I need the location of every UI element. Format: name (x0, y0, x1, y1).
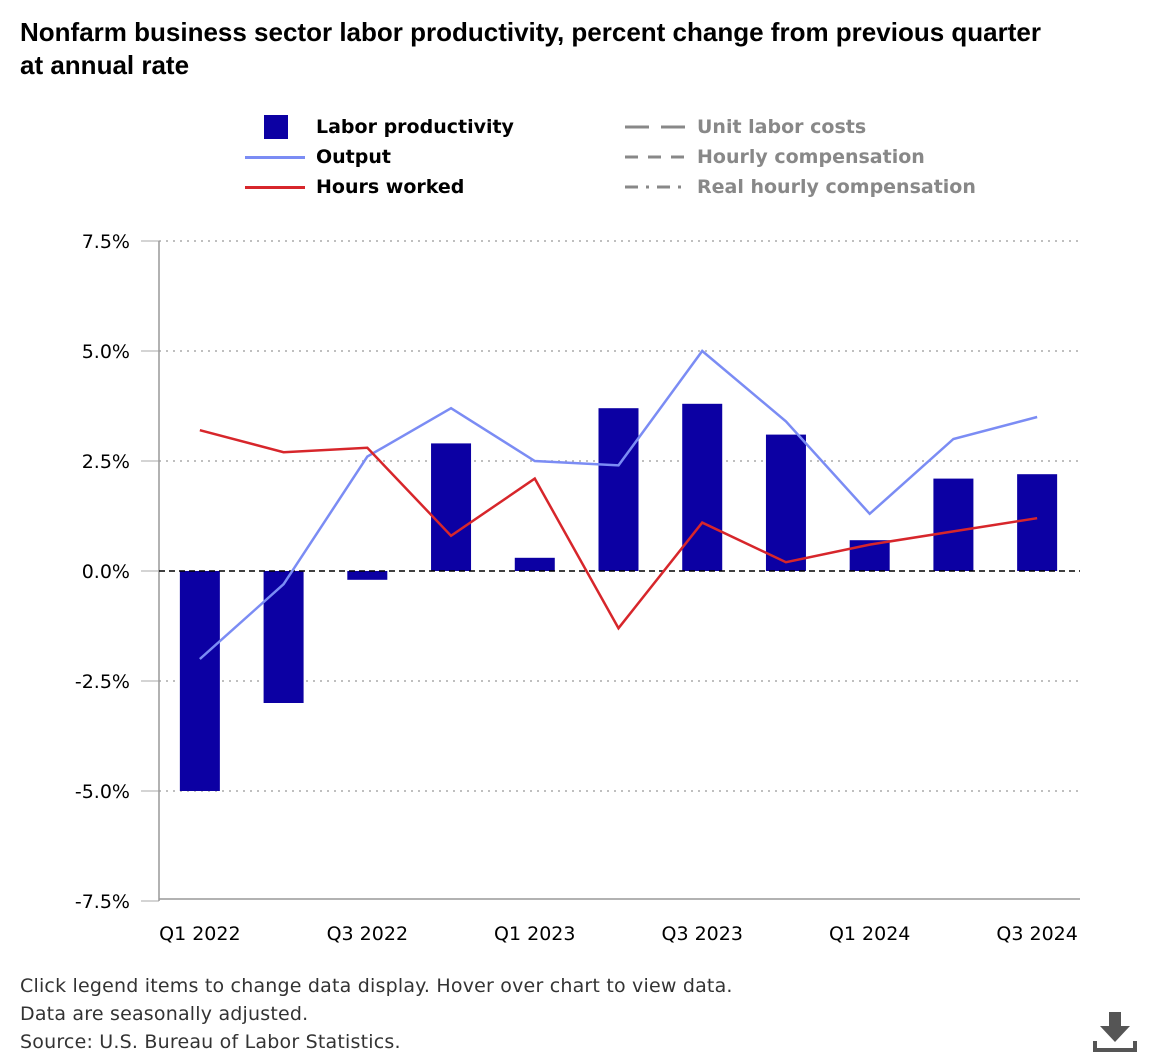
legend-item-labor-productivity[interactable]: Labor productivity (264, 115, 514, 139)
bar-labor-productivity[interactable] (1017, 474, 1058, 571)
download-icon[interactable] (1092, 1010, 1138, 1052)
bar-labor-productivity[interactable] (263, 571, 304, 703)
bar-labor-productivity[interactable] (347, 571, 388, 580)
y-tick-label: 7.5% (82, 231, 130, 253)
bar-labor-productivity[interactable] (933, 478, 974, 571)
legend-item-real-hourly-compensation[interactable]: Real hourly compensation (625, 176, 976, 198)
legend-label: Unit labor costs (697, 116, 867, 138)
y-tick-label: -5.0% (75, 781, 130, 803)
bar-labor-productivity[interactable] (598, 408, 639, 571)
note-interaction: Click legend items to change data displa… (20, 975, 733, 997)
x-tick-label: Q1 2024 (829, 923, 910, 945)
x-tick-label: Q3 2023 (662, 923, 743, 945)
legend-item-hours-worked[interactable]: Hours worked (245, 176, 464, 198)
bar-labor-productivity[interactable] (682, 403, 723, 571)
line-swatch-icon (245, 185, 305, 189)
legend-label: Hourly compensation (697, 146, 925, 168)
chart-notes: Click legend items to change data displa… (20, 972, 733, 1056)
bar-labor-productivity[interactable] (431, 443, 472, 571)
bar-labor-productivity[interactable] (765, 434, 806, 571)
note-source: Source: U.S. Bureau of Labor Statistics. (20, 1031, 401, 1053)
legend-label: Real hourly compensation (697, 176, 976, 198)
legend-label: Hours worked (316, 176, 465, 198)
line-output[interactable] (199, 349, 1038, 660)
legend-label: Output (316, 146, 391, 168)
y-tick-label: 0.0% (82, 561, 130, 583)
note-seasonal: Data are seasonally adjusted. (20, 1003, 309, 1025)
chart-title: Nonfarm business sector labor productivi… (20, 17, 1041, 80)
x-tick-label: Q3 2024 (996, 923, 1077, 945)
legend-label: Labor productivity (316, 116, 514, 138)
bar-swatch-icon (264, 115, 288, 139)
bar-labor-productivity[interactable] (179, 571, 220, 791)
x-tick-label: Q1 2023 (494, 923, 575, 945)
y-tick-label: 2.5% (82, 451, 130, 473)
y-tick-label: 5.0% (82, 341, 130, 363)
legend-item-hourly-compensation[interactable]: Hourly compensation (625, 146, 925, 168)
dash-swatch-icon (625, 155, 685, 159)
y-tick-label: -2.5% (75, 671, 130, 693)
dash-dot-swatch-icon (625, 185, 685, 189)
x-tick-label: Q1 2022 (159, 923, 240, 945)
legend-item-output[interactable]: Output (245, 146, 391, 168)
line-swatch-icon (245, 155, 305, 159)
legend-item-unit-labor-costs[interactable]: Unit labor costs (625, 116, 866, 138)
x-tick-label: Q3 2022 (327, 923, 408, 945)
line-hours-worked[interactable] (199, 428, 1038, 631)
long-dash-swatch-icon (625, 125, 685, 129)
bar-labor-productivity[interactable] (514, 557, 555, 571)
y-tick-label: -7.5% (75, 891, 130, 913)
